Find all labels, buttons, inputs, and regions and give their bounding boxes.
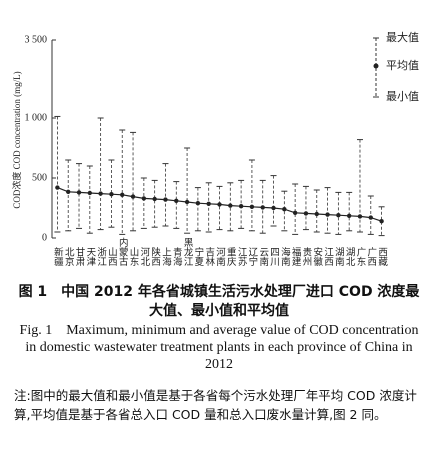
legend-label: 最大值 bbox=[386, 30, 419, 44]
legend-label: 平均值 bbox=[386, 59, 419, 72]
x-tick-label: 甘肃 bbox=[74, 246, 86, 267]
x-tick-label: 陕西 bbox=[149, 246, 161, 267]
average-dot bbox=[163, 197, 168, 202]
x-tick-label: 辽宁 bbox=[246, 246, 258, 266]
x-tick-label: 重庆 bbox=[225, 246, 237, 267]
average-dot bbox=[228, 203, 233, 208]
x-tick-label: 河南 bbox=[214, 246, 226, 266]
average-dot bbox=[282, 207, 287, 212]
x-tick-label: 吉林 bbox=[203, 247, 215, 267]
y-tick-label: 3 500 bbox=[25, 34, 48, 45]
x-tick-label: 贵州 bbox=[300, 246, 312, 266]
average-dot bbox=[76, 190, 82, 195]
y-tick-label: 0 bbox=[42, 232, 47, 243]
average-dot bbox=[141, 196, 147, 201]
average-dot bbox=[303, 211, 309, 216]
average-dot bbox=[152, 196, 157, 202]
average-dot bbox=[195, 201, 201, 206]
x-tick-label: 黑龙江 bbox=[182, 238, 194, 267]
average-dot bbox=[66, 189, 71, 194]
y-axis-label: COD浓度 COD concentration (mg/L) bbox=[11, 71, 22, 208]
average-dot bbox=[314, 211, 319, 217]
x-tick-label: 海南 bbox=[279, 246, 291, 266]
average-dot bbox=[336, 213, 341, 218]
x-tick-label: 云南 bbox=[257, 247, 269, 266]
x-tick-label: 山东 bbox=[128, 247, 140, 266]
x-tick-label: 北京 bbox=[63, 247, 75, 267]
average-dot bbox=[174, 198, 179, 203]
x-tick-label: 上海 bbox=[160, 247, 172, 267]
average-dot bbox=[346, 213, 352, 218]
x-tick-label: 新疆 bbox=[52, 246, 64, 267]
average-dot bbox=[260, 205, 265, 210]
average-dot bbox=[217, 202, 222, 207]
legend-label: 最小值 bbox=[386, 90, 419, 103]
y-tick-label: 500 bbox=[32, 172, 47, 183]
average-dot bbox=[109, 192, 114, 197]
x-tick-label: 浙江 bbox=[95, 246, 107, 267]
x-tick-label: 宁夏 bbox=[192, 246, 204, 266]
average-dot bbox=[292, 210, 298, 215]
x-tick-label: 青海 bbox=[171, 246, 183, 267]
average-dot bbox=[357, 214, 363, 219]
average-dot bbox=[249, 204, 255, 209]
x-tick-label: 湖南 bbox=[333, 247, 345, 266]
average-dot bbox=[325, 212, 330, 217]
x-tick-label: 安徽 bbox=[311, 246, 323, 267]
average-dot bbox=[206, 201, 211, 206]
x-tick-label: 湖北 bbox=[344, 247, 356, 267]
average-dot bbox=[87, 190, 93, 196]
x-tick-label: 四川 bbox=[268, 247, 280, 266]
x-tick-label: 江西 bbox=[322, 247, 334, 267]
y-tick-label: 1 000 bbox=[25, 112, 48, 123]
average-dot bbox=[271, 205, 276, 211]
x-tick-label: 广东 bbox=[354, 246, 366, 266]
x-tick-label: 河北 bbox=[138, 246, 150, 267]
x-tick-label: 西藏 bbox=[376, 247, 388, 267]
x-tick-label: 广西 bbox=[365, 246, 377, 267]
average-dot bbox=[130, 194, 136, 199]
chart: COD浓度 COD concentration (mg/L) 0 500 1 000… bbox=[11, 30, 419, 267]
average-dot bbox=[120, 192, 125, 197]
average-dot bbox=[98, 191, 103, 196]
average-dot bbox=[184, 199, 190, 205]
x-tick-label: 山西 bbox=[106, 247, 118, 267]
caption-zh: 图 1 中国 2012 年各省城镇生活污水处理厂进口 COD 浓度最大值、最小值… bbox=[18, 284, 420, 319]
caption-en: Fig. 1 Maximum, minimum and average valu… bbox=[19, 323, 419, 372]
average-dot bbox=[238, 204, 244, 209]
x-tick-label: 天津 bbox=[84, 247, 96, 267]
average-dot bbox=[55, 185, 60, 190]
caption-note: 注:图中的最大值和最小值是基于各省每个污水处理厂年平均 COD 浓度计算,平均值… bbox=[14, 388, 417, 422]
average-dot bbox=[368, 215, 373, 220]
legend-dot bbox=[373, 63, 379, 69]
x-tick-label: 内蒙古 bbox=[117, 237, 129, 267]
x-tick-label: 福建 bbox=[290, 246, 302, 267]
x-tick-label: 江苏 bbox=[236, 247, 248, 267]
average-dot bbox=[379, 219, 384, 224]
